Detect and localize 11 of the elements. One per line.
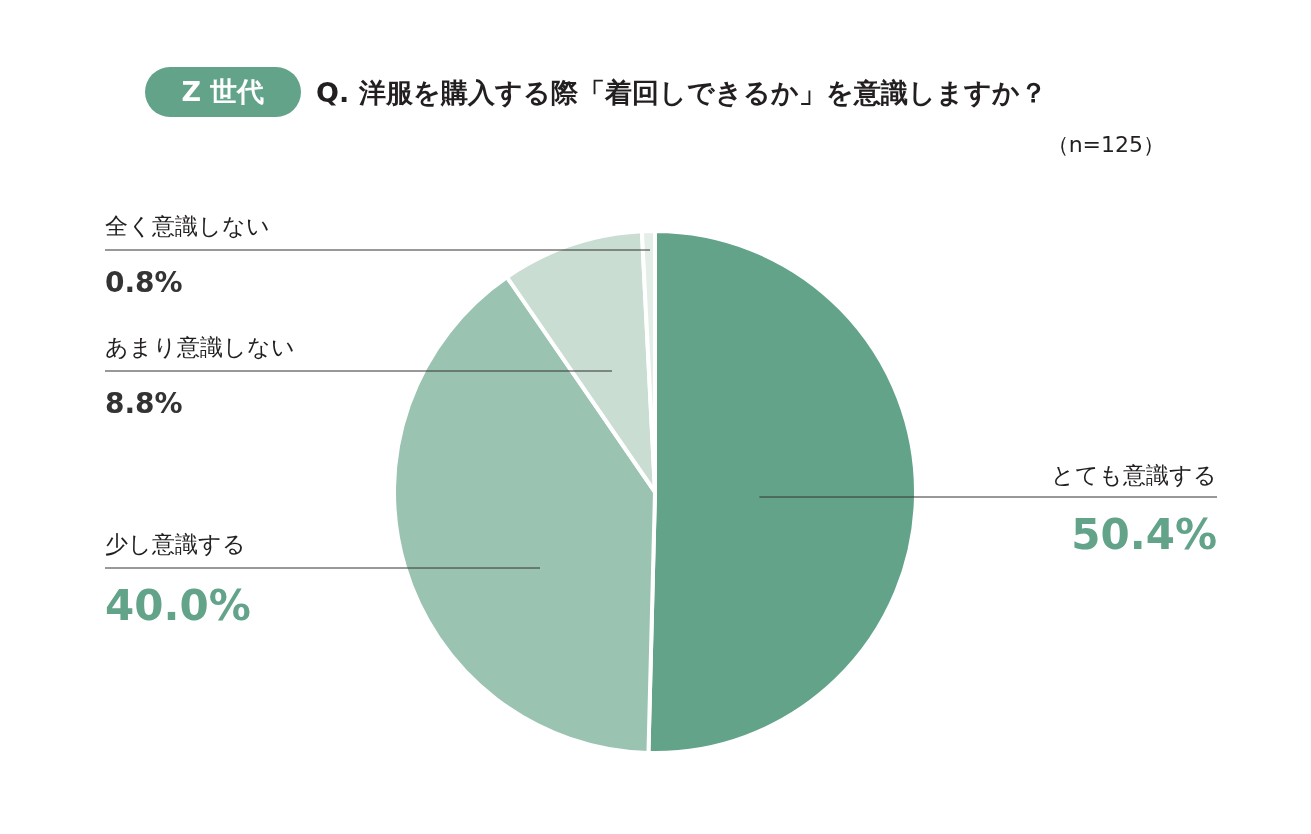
- slice-label: とても意識する: [1051, 462, 1217, 488]
- slice-label: 少し意識する: [105, 531, 246, 557]
- data-label: 0.8%: [105, 266, 183, 299]
- data-label: 40.0%: [105, 581, 251, 630]
- chart-title: Q. 洋服を購入する際「着回しできるか」を意識しますか？: [316, 77, 1047, 108]
- data-label: 50.4%: [1071, 510, 1217, 559]
- badge: Z 世代: [145, 67, 301, 117]
- slice-label: 全く意識しない: [105, 213, 270, 239]
- slice-label: あまり意識しない: [105, 334, 295, 360]
- data-label: 8.8%: [105, 387, 183, 420]
- chart-subtitle: （n=125）: [1046, 132, 1165, 157]
